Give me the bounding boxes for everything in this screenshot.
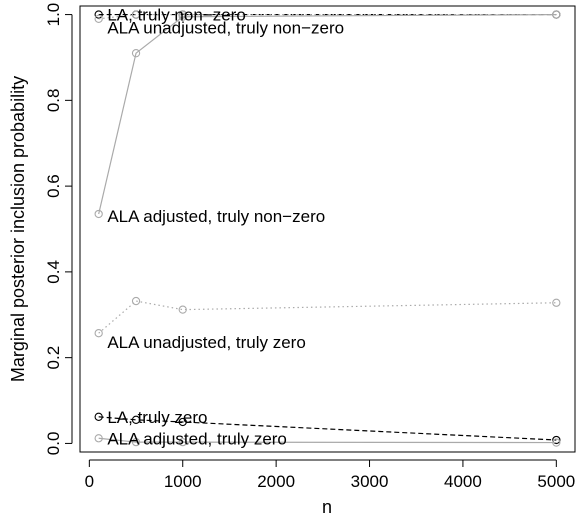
y-tick-label: 0.2 <box>44 346 63 370</box>
y-tick-label: 0.6 <box>44 174 63 198</box>
series-annotation: ALA unadjusted, truly zero <box>107 333 305 352</box>
series-line <box>98 13 557 215</box>
data-point <box>94 10 103 19</box>
data-point <box>131 437 141 447</box>
data-point <box>131 10 141 19</box>
x-axis: 0 1000 2000 3000 4000 5000 <box>85 459 575 491</box>
data-point <box>178 10 187 19</box>
x-tick-label: 2000 <box>257 472 295 491</box>
data-point <box>94 412 103 421</box>
series-annotation: LA, truly zero <box>107 408 207 427</box>
y-tick-label: 1.0 <box>44 3 63 27</box>
data-point <box>131 415 141 424</box>
series-5 <box>94 434 561 447</box>
data-point <box>552 10 561 19</box>
y-axis-label: Marginal posterior inclusion probability <box>8 76 28 382</box>
series-line <box>98 437 557 444</box>
data-point <box>178 305 187 314</box>
y-tick-label: 0.8 <box>44 89 63 113</box>
series-line <box>98 416 557 441</box>
y-tick-label: 0.0 <box>44 432 63 456</box>
series-layer <box>94 10 561 447</box>
data-point <box>94 434 103 443</box>
data-point <box>94 329 103 338</box>
data-point <box>178 437 187 447</box>
series-annotation: LA, truly non−zero <box>107 6 245 25</box>
series-4 <box>94 412 561 445</box>
x-tick-label: 0 <box>85 472 94 491</box>
x-tick-label: 3000 <box>351 472 389 491</box>
data-point <box>552 435 561 445</box>
data-point <box>552 438 561 447</box>
data-point <box>178 12 187 21</box>
x-tick-label: 5000 <box>537 472 575 491</box>
series-3 <box>94 296 561 338</box>
data-point <box>552 298 561 307</box>
series-annotation: ALA adjusted, truly non−zero <box>107 207 325 226</box>
series-line <box>98 300 557 334</box>
data-point <box>131 49 141 58</box>
data-point <box>178 417 187 427</box>
series-annotation: ALA adjusted, truly zero <box>107 429 287 448</box>
data-point <box>94 209 103 219</box>
x-tick-label: 4000 <box>444 472 482 491</box>
x-axis-label: n <box>322 497 332 517</box>
data-point <box>94 14 103 24</box>
plot-box <box>79 5 576 453</box>
data-point <box>131 296 141 306</box>
series-annotation: ALA unadjusted, truly non−zero <box>107 18 344 37</box>
series-line <box>98 13 557 20</box>
series-2 <box>94 10 561 219</box>
y-axis: 0.0 0.2 0.4 0.6 0.8 1.0 <box>44 3 73 456</box>
x-tick-label: 1000 <box>164 472 202 491</box>
y-tick-label: 0.4 <box>44 260 63 284</box>
